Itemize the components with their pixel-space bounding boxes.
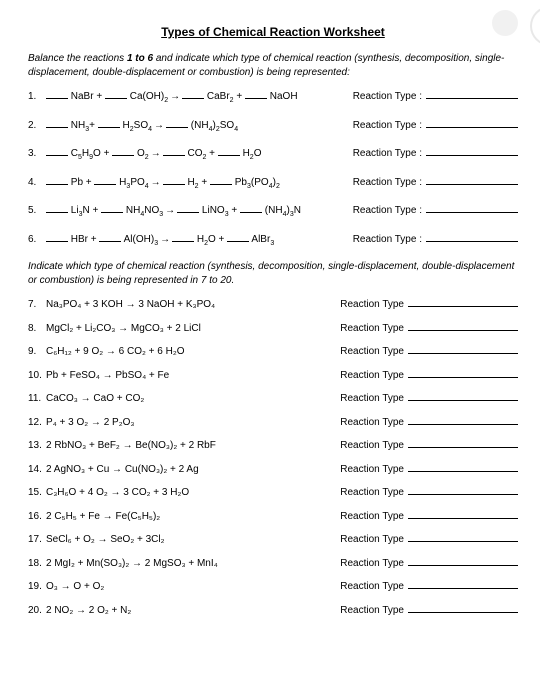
blank[interactable] <box>99 232 121 242</box>
q2-rt: Reaction Type : <box>353 118 518 133</box>
blank[interactable] <box>227 232 249 242</box>
question-12: 12.P₄ + 3 O₂ → 2 P₂O₃Reaction Type <box>28 415 518 430</box>
blank[interactable] <box>218 146 240 156</box>
q5-eq: Li3N + NH4NO3→ LiNO3 + (NH4)3N <box>46 203 301 218</box>
answer-blank[interactable] <box>408 579 518 589</box>
answer-blank[interactable] <box>408 556 518 566</box>
question-1: 1. NaBr + Ca(OH)2→ CaBr2 + NaOH Reaction… <box>28 89 518 104</box>
page-curl <box>530 6 540 46</box>
blank[interactable] <box>163 175 185 185</box>
blank[interactable] <box>177 203 199 213</box>
q4-eq: Pb + H3PO4→ H2 + Pb3(PO4)2 <box>46 175 280 190</box>
blank[interactable] <box>210 175 232 185</box>
q1-num: 1. <box>28 90 46 104</box>
q3-eq: C5H9O + O2→ CO2 + H2O <box>46 146 261 161</box>
answer-blank[interactable] <box>426 175 518 185</box>
blank[interactable] <box>163 146 185 156</box>
question-4: 4. Pb + H3PO4→ H2 + Pb3(PO4)2 Reaction T… <box>28 175 518 190</box>
blank[interactable] <box>172 232 194 242</box>
blank[interactable] <box>94 175 116 185</box>
answer-blank[interactable] <box>426 118 518 128</box>
instructions-2: Indicate which type of chemical reaction… <box>28 260 518 287</box>
q1-eq: NaBr + Ca(OH)2→ CaBr2 + NaOH <box>46 89 298 104</box>
worksheet-page: Types of Chemical Reaction Worksheet Bal… <box>0 0 540 686</box>
blank[interactable] <box>46 175 68 185</box>
instr1-a: Balance the reactions <box>28 53 127 64</box>
question-15: 15.C₃H₆O + 4 O₂ → 3 CO₂ + 3 H₂OReaction … <box>28 485 518 500</box>
answer-blank[interactable] <box>426 203 518 213</box>
q3-rt: Reaction Type : <box>353 146 518 161</box>
question-11: 11.CaCO₃ → CaO + CO₂Reaction Type <box>28 391 518 406</box>
question-19: 19.O₃ → O + O₂Reaction Type <box>28 579 518 594</box>
q6-rt: Reaction Type : <box>353 232 518 247</box>
q6-eq: HBr + Al(OH)3→ H2O + AlBr3 <box>46 232 274 247</box>
q3-num: 3. <box>28 147 46 161</box>
blank[interactable] <box>46 203 68 213</box>
instr1-bold: 1 to 6 <box>127 53 153 64</box>
answer-blank[interactable] <box>408 391 518 401</box>
answer-blank[interactable] <box>408 297 518 307</box>
answer-blank[interactable] <box>408 462 518 472</box>
answer-blank[interactable] <box>408 485 518 495</box>
question-2: 2. NH3+ H2SO4→ (NH4)2SO4 Reaction Type : <box>28 118 518 133</box>
answer-blank[interactable] <box>408 344 518 354</box>
question-13: 13.2 RbNO₃ + BeF₂ → Be(NO₃)₂ + 2 RbFReac… <box>28 438 518 453</box>
q6-num: 6. <box>28 233 46 247</box>
question-20: 20.2 NO₂ → 2 O₂ + N₂Reaction Type <box>28 603 518 618</box>
blank[interactable] <box>240 203 262 213</box>
answer-blank[interactable] <box>408 603 518 613</box>
answer-blank[interactable] <box>408 509 518 519</box>
answer-blank[interactable] <box>426 146 518 156</box>
blank[interactable] <box>46 232 68 242</box>
answer-blank[interactable] <box>408 368 518 378</box>
blank[interactable] <box>182 89 204 99</box>
answer-blank[interactable] <box>426 89 518 99</box>
answer-blank[interactable] <box>408 438 518 448</box>
q2-num: 2. <box>28 119 46 133</box>
q4-rt: Reaction Type : <box>353 175 518 190</box>
blank[interactable] <box>166 118 188 128</box>
blank[interactable] <box>46 118 68 128</box>
instructions-1: Balance the reactions 1 to 6 and indicat… <box>28 52 518 79</box>
answer-blank[interactable] <box>426 232 518 242</box>
question-16: 16.2 C₅H₅ + Fe → Fe(C₅H₅)₂Reaction Type <box>28 509 518 524</box>
question-5: 5. Li3N + NH4NO3→ LiNO3 + (NH4)3N Reacti… <box>28 203 518 218</box>
q2-eq: NH3+ H2SO4→ (NH4)2SO4 <box>46 118 238 133</box>
q4-num: 4. <box>28 176 46 190</box>
question-14: 14.2 AgNO₃ + Cu → Cu(NO₃)₂ + 2 AgReactio… <box>28 462 518 477</box>
q1-rt: Reaction Type : <box>353 89 518 104</box>
question-18: 18.2 MgI₂ + Mn(SO₃)₂ → 2 MgSO₃ + MnI₄Rea… <box>28 556 518 571</box>
blank[interactable] <box>245 89 267 99</box>
section-2: 7.Na₃PO₄ + 3 KOH → 3 NaOH + K₃PO₄Reactio… <box>28 297 518 617</box>
question-7: 7.Na₃PO₄ + 3 KOH → 3 NaOH + K₃PO₄Reactio… <box>28 297 518 312</box>
blank[interactable] <box>98 118 120 128</box>
answer-blank[interactable] <box>408 321 518 331</box>
answer-blank[interactable] <box>408 532 518 542</box>
question-17: 17.SeCl₆ + O₂ → SeO₂ + 3Cl₂Reaction Type <box>28 532 518 547</box>
worksheet-title: Types of Chemical Reaction Worksheet <box>28 24 518 40</box>
corner-dot <box>492 10 518 36</box>
blank[interactable] <box>112 146 134 156</box>
question-9: 9.C₆H₁₂ + 9 O₂ → 6 CO₂ + 6 H₂OReaction T… <box>28 344 518 359</box>
q5-num: 5. <box>28 204 46 218</box>
blank[interactable] <box>105 89 127 99</box>
q5-rt: Reaction Type : <box>353 203 518 218</box>
blank[interactable] <box>46 146 68 156</box>
question-10: 10.Pb + FeSO₄ → PbSO₄ + FeReaction Type <box>28 368 518 383</box>
blank[interactable] <box>46 89 68 99</box>
answer-blank[interactable] <box>408 415 518 425</box>
question-6: 6. HBr + Al(OH)3→ H2O + AlBr3 Reaction T… <box>28 232 518 247</box>
blank[interactable] <box>101 203 123 213</box>
question-8: 8.MgCl₂ + Li₂CO₃ → MgCO₃ + 2 LiClReactio… <box>28 321 518 336</box>
question-3: 3. C5H9O + O2→ CO2 + H2O Reaction Type : <box>28 146 518 161</box>
